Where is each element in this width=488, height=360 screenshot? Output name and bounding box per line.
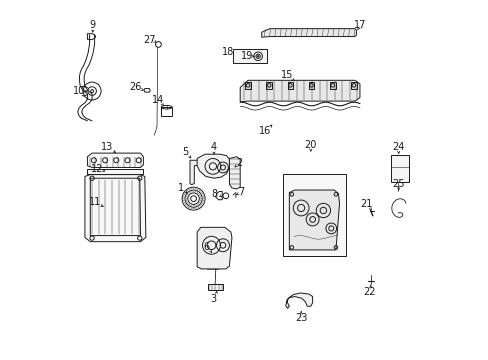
Polygon shape (229, 157, 240, 189)
Bar (87, 168, 143, 174)
Text: 22: 22 (362, 287, 375, 297)
Bar (161, 107, 172, 116)
Text: 26: 26 (129, 82, 142, 93)
Text: 1: 1 (178, 183, 183, 193)
Text: 4: 4 (210, 142, 217, 152)
Polygon shape (87, 153, 143, 167)
Bar (390, 155, 408, 182)
Text: 23: 23 (294, 313, 307, 323)
Polygon shape (289, 190, 339, 250)
Bar (287, 82, 293, 89)
Text: 25: 25 (392, 179, 404, 189)
Text: 24: 24 (392, 142, 404, 152)
Text: 6: 6 (203, 242, 209, 252)
Text: 14: 14 (152, 95, 164, 105)
Text: 20: 20 (304, 140, 316, 150)
Text: 16: 16 (259, 126, 271, 136)
Polygon shape (190, 160, 202, 185)
Bar (233, 49, 266, 63)
Text: 27: 27 (143, 35, 156, 45)
Polygon shape (197, 154, 229, 178)
Polygon shape (261, 29, 356, 37)
Text: 18: 18 (221, 47, 233, 57)
Text: 9: 9 (90, 20, 96, 30)
Text: 8: 8 (211, 189, 217, 199)
Polygon shape (197, 227, 231, 269)
Text: 3: 3 (210, 294, 216, 304)
Text: 2: 2 (236, 158, 242, 168)
Bar (244, 82, 250, 89)
Bar (308, 82, 314, 89)
Bar (283, 174, 346, 256)
Text: 21: 21 (360, 199, 372, 210)
Bar (350, 82, 356, 89)
Polygon shape (240, 80, 359, 102)
Bar (329, 82, 335, 89)
Polygon shape (85, 175, 145, 242)
Text: 11: 11 (88, 197, 101, 207)
Text: 5: 5 (182, 147, 188, 157)
Text: 10: 10 (73, 86, 85, 96)
Bar (266, 82, 271, 89)
Text: 19: 19 (241, 50, 253, 60)
Text: 13: 13 (101, 142, 113, 152)
Polygon shape (285, 293, 312, 309)
Text: 15: 15 (281, 70, 293, 80)
Polygon shape (207, 284, 223, 291)
Text: 12: 12 (90, 163, 103, 174)
Text: 17: 17 (353, 20, 366, 30)
Text: 7: 7 (237, 187, 244, 197)
